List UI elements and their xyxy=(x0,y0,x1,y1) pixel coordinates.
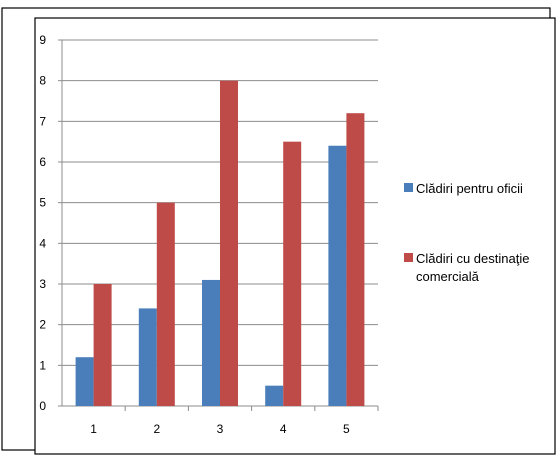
y-tick-label: 9 xyxy=(39,33,46,47)
legend: Clădiri pentru oficii Clădiri cu destinaţ… xyxy=(404,181,529,284)
legend-label-2: Clădiri cu destinaţie xyxy=(416,251,529,266)
x-tick-label: 5 xyxy=(343,422,350,436)
legend-swatch-1 xyxy=(404,183,413,192)
x-tick-label: 1 xyxy=(90,422,97,436)
bar-1-2 xyxy=(138,308,157,406)
y-tick-label: 2 xyxy=(39,318,46,332)
legend-swatch-2 xyxy=(404,253,413,262)
legend-label-2: comercială xyxy=(416,269,480,284)
bar-2-3 xyxy=(220,80,238,407)
bar-1-3 xyxy=(202,279,220,406)
bar-1-4 xyxy=(265,385,284,406)
y-tick-label: 6 xyxy=(39,155,46,169)
bar-2-1 xyxy=(93,284,112,406)
bar-2-2 xyxy=(156,202,175,406)
bar-2-5 xyxy=(346,113,365,406)
bar-2-4 xyxy=(283,141,302,406)
bar-1-1 xyxy=(75,357,94,406)
y-tick-label: 5 xyxy=(39,196,46,210)
y-tick-label: 8 xyxy=(39,74,46,88)
legend-label-1: Clădiri pentru oficii xyxy=(416,181,523,196)
x-tick-label: 4 xyxy=(280,422,287,436)
y-tick-label: 3 xyxy=(39,277,46,291)
plot-area: 0 1 2 3 4 5 6 7 8 9 1 2 3 4 5 xyxy=(39,33,379,436)
y-tick-label: 4 xyxy=(39,236,46,250)
x-tick-label: 2 xyxy=(153,422,160,436)
y-tick-label: 1 xyxy=(39,358,46,372)
y-tick-label: 0 xyxy=(39,399,46,413)
x-tick-label: 3 xyxy=(217,422,224,436)
y-tick-label: 7 xyxy=(39,114,46,128)
bar-1-5 xyxy=(328,145,347,406)
